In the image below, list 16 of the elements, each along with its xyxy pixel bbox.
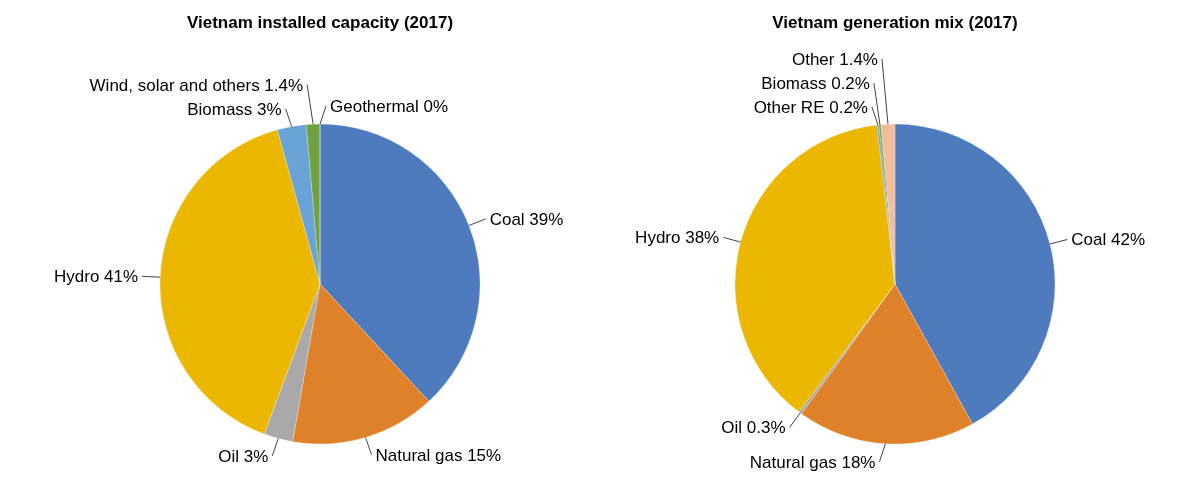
chart-title: Vietnam generation mix (2017): [772, 13, 1018, 32]
legend-label: Geothermal 0%: [330, 96, 449, 116]
chart-title: Vietnam installed capacity (2017): [186, 13, 454, 32]
slice-label: Hydro 38%: [635, 228, 720, 248]
slice-label: Biomass 3%: [187, 99, 282, 119]
slice-label: Oil 3%: [218, 446, 269, 466]
slice-label: Oil 0.3%: [721, 418, 786, 438]
slice-label: Wind, solar and others 1.4%: [89, 75, 304, 95]
slice-label: Hydro 41%: [54, 267, 139, 287]
slice-label: Coal 42%: [1071, 230, 1146, 250]
slice-label: Natural gas 15%: [375, 445, 502, 465]
slice-label: Biomass 0.2%: [761, 73, 870, 93]
slice-label: Natural gas 18%: [749, 452, 876, 472]
slice-label: Other RE 0.2%: [753, 97, 868, 117]
slice-label: Coal 39%: [489, 209, 564, 229]
slice-label: Other 1.4%: [791, 49, 878, 69]
